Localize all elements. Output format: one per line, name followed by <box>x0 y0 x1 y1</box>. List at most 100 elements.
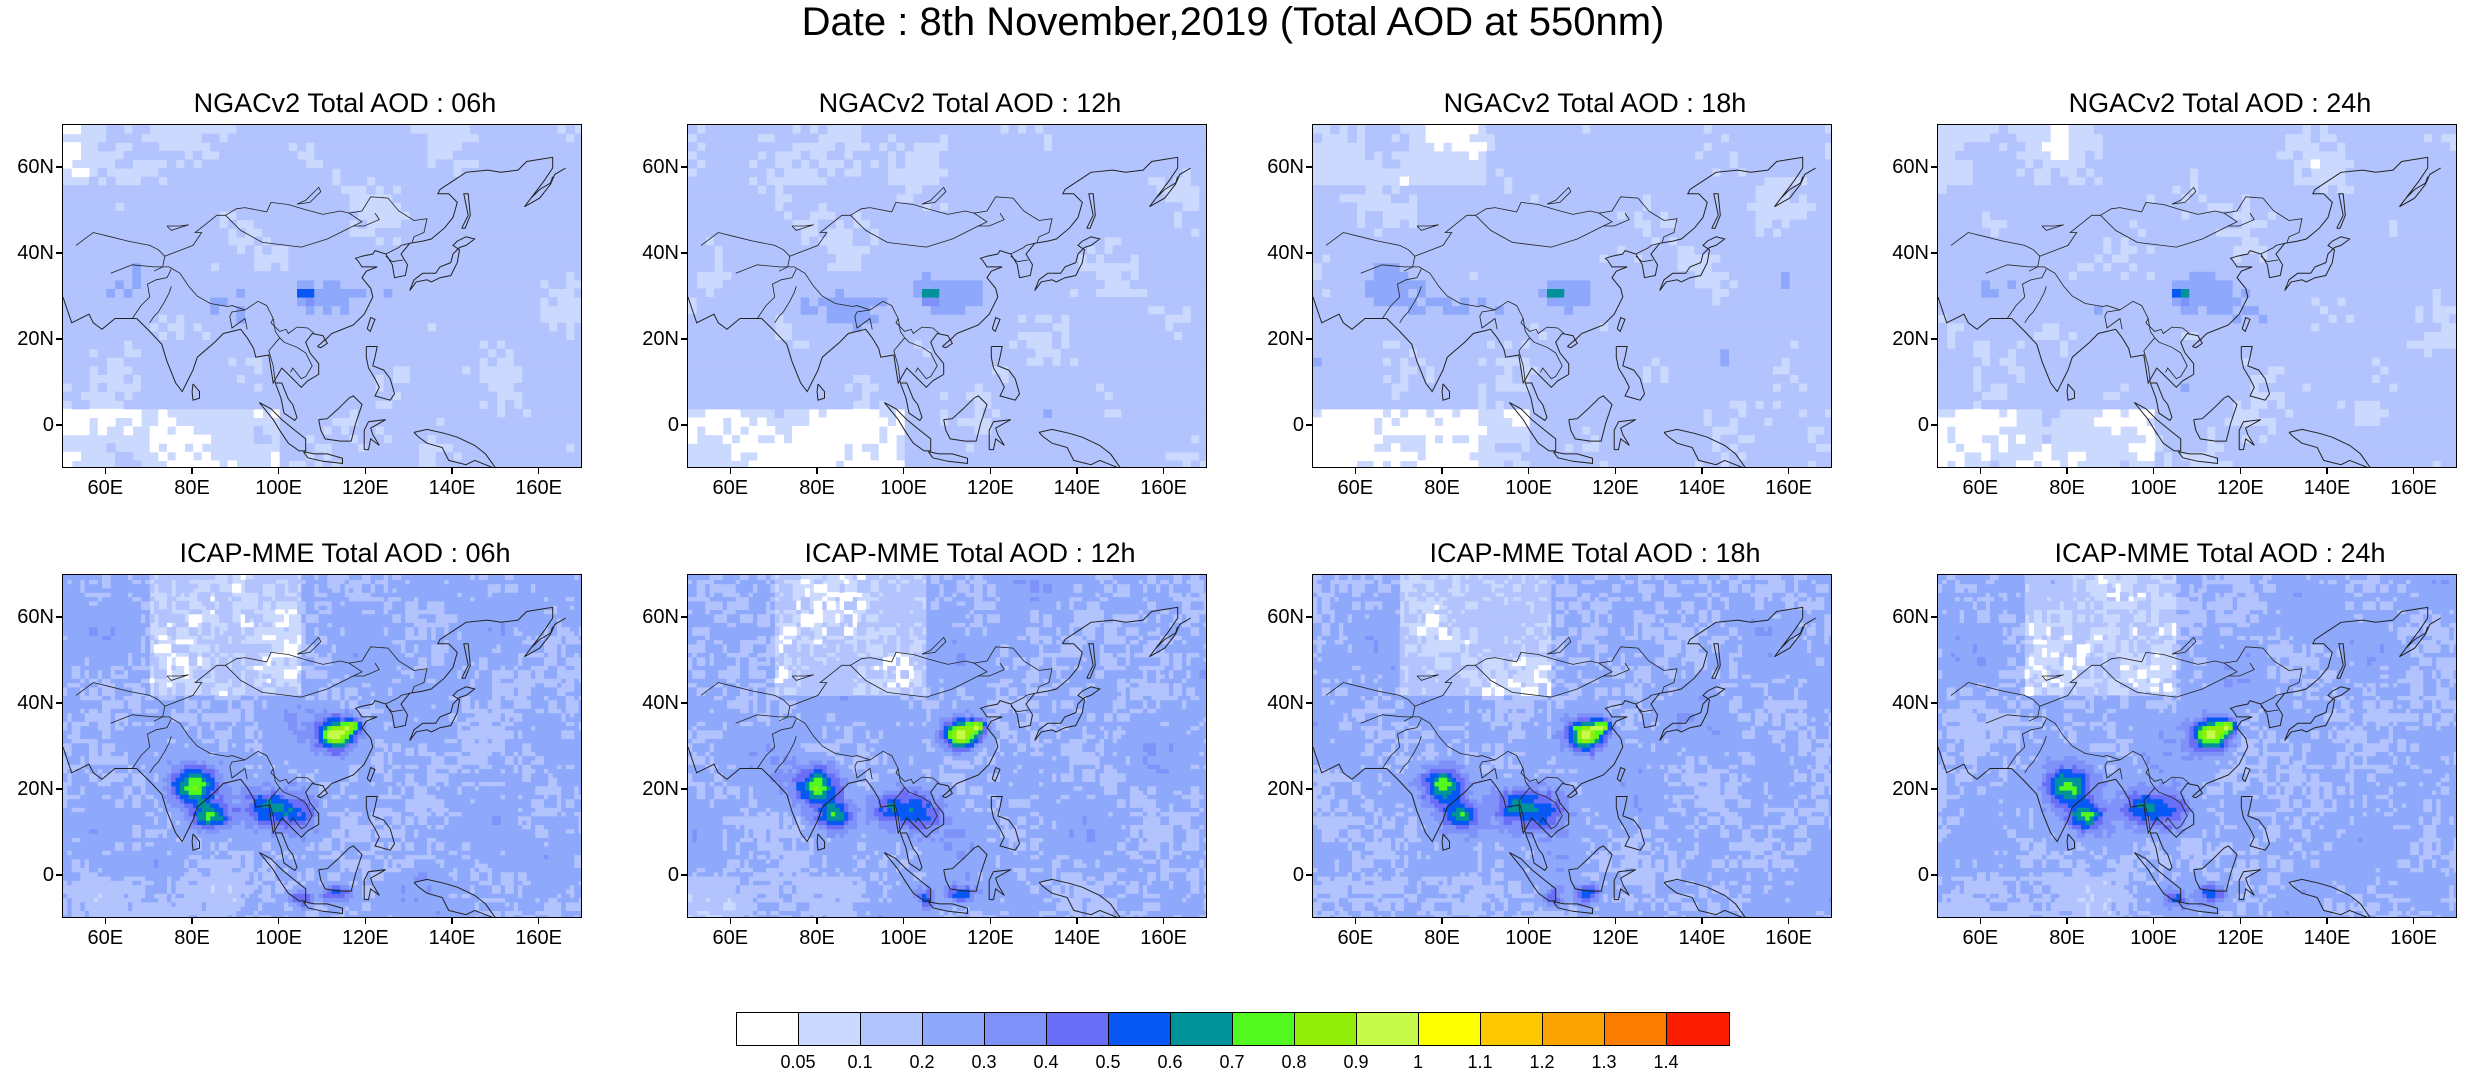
lat-tick-label: 20N <box>1875 779 1929 799</box>
lat-tick-mark <box>1306 424 1312 426</box>
lat-tick-mark <box>1306 616 1312 618</box>
lat-tick-label: 20N <box>625 329 679 349</box>
lat-tick-mark <box>1931 166 1937 168</box>
lat-tick-label: 20N <box>1250 329 1304 349</box>
lon-tick-mark <box>903 468 905 474</box>
lon-tick-mark <box>2066 918 2068 924</box>
panel-title: NGACv2 Total AOD : 18h <box>1250 86 1940 120</box>
colorbar-swatch <box>1047 1013 1109 1045</box>
lon-tick-mark <box>191 918 193 924</box>
colorbar-swatch <box>1295 1013 1357 1045</box>
colorbar <box>736 1012 1730 1046</box>
lon-tick-label: 100E <box>249 928 309 948</box>
lon-tick-label: 120E <box>335 928 395 948</box>
lon-tick-label: 140E <box>1047 928 1107 948</box>
lon-tick-label: 140E <box>2297 478 2357 498</box>
lat-tick-mark <box>56 166 62 168</box>
colorbar-swatch <box>737 1013 799 1045</box>
lat-tick-label: 60N <box>1250 607 1304 627</box>
aod-map <box>62 124 582 468</box>
lon-tick-label: 80E <box>162 928 222 948</box>
lon-tick-mark <box>2326 468 2328 474</box>
lat-tick-label: 60N <box>0 607 54 627</box>
lon-tick-mark <box>1615 468 1617 474</box>
lon-tick-label: 100E <box>1499 478 1559 498</box>
aod-map <box>1312 124 1832 468</box>
colorbar-label: 0.4 <box>1016 1052 1076 1072</box>
panel-title: ICAP-MME Total AOD : 24h <box>1875 536 2466 570</box>
lake-outline <box>792 225 814 231</box>
lon-tick-mark <box>1355 468 1357 474</box>
lon-tick-mark <box>1076 918 1078 924</box>
lat-tick-mark <box>56 338 62 340</box>
lon-tick-label: 60E <box>1950 478 2010 498</box>
lon-tick-label: 160E <box>509 478 569 498</box>
aod-cells <box>1313 125 1832 468</box>
colorbar-swatch <box>1109 1013 1171 1045</box>
lat-tick-mark <box>681 788 687 790</box>
aod-field-svg <box>1313 575 1832 918</box>
lon-tick-label: 100E <box>874 928 934 948</box>
lat-tick-mark <box>56 424 62 426</box>
lon-tick-mark <box>538 468 540 474</box>
colorbar-swatch <box>799 1013 861 1045</box>
colorbar-swatch <box>1419 1013 1481 1045</box>
lon-tick-label: 60E <box>75 928 135 948</box>
lon-tick-label: 80E <box>2037 478 2097 498</box>
lat-tick-label: 60N <box>1875 157 1929 177</box>
lon-tick-mark <box>1701 468 1703 474</box>
colorbar-swatch <box>1233 1013 1295 1045</box>
lon-tick-label: 160E <box>2384 928 2444 948</box>
colorbar-swatch <box>1171 1013 1233 1045</box>
aod-cells <box>1938 125 2457 468</box>
lon-tick-mark <box>2240 468 2242 474</box>
lon-tick-label: 100E <box>249 478 309 498</box>
lat-tick-label: 40N <box>625 243 679 263</box>
lon-tick-mark <box>1163 468 1165 474</box>
aod-field-svg <box>688 575 1207 918</box>
lon-tick-mark <box>538 918 540 924</box>
lat-tick-mark <box>1306 166 1312 168</box>
lat-tick-mark <box>681 616 687 618</box>
colorbar-label: 0.5 <box>1078 1052 1138 1072</box>
lat-tick-label: 0 <box>625 865 679 885</box>
lat-tick-mark <box>1306 702 1312 704</box>
lat-tick-mark <box>681 702 687 704</box>
aod-cells <box>688 125 1207 468</box>
lon-tick-mark <box>365 468 367 474</box>
aod-field-svg <box>63 125 582 468</box>
lon-tick-mark <box>2153 918 2155 924</box>
lon-tick-label: 100E <box>1499 928 1559 948</box>
lat-tick-label: 20N <box>0 329 54 349</box>
aod-map <box>62 574 582 918</box>
aod-field-svg <box>1938 125 2457 468</box>
panel-title: ICAP-MME Total AOD : 06h <box>0 536 690 570</box>
lon-tick-label: 100E <box>2124 478 2184 498</box>
lon-tick-label: 120E <box>960 928 1020 948</box>
colorbar-label: 0.9 <box>1326 1052 1386 1072</box>
lat-tick-mark <box>56 874 62 876</box>
lon-tick-mark <box>1076 468 1078 474</box>
lat-tick-label: 60N <box>0 157 54 177</box>
aod-cells <box>1313 575 1832 918</box>
lon-tick-label: 80E <box>2037 928 2097 948</box>
lat-tick-mark <box>56 252 62 254</box>
lon-tick-label: 160E <box>1134 928 1194 948</box>
lat-tick-mark <box>681 252 687 254</box>
aod-field-svg <box>63 575 582 918</box>
aod-field-svg <box>1938 575 2457 918</box>
colorbar-label: 1.1 <box>1450 1052 1510 1072</box>
lon-tick-mark <box>1355 918 1357 924</box>
lon-tick-label: 60E <box>75 478 135 498</box>
lon-tick-label: 120E <box>2210 928 2270 948</box>
lat-tick-label: 0 <box>1250 415 1304 435</box>
aod-cells <box>63 575 582 918</box>
lon-tick-label: 60E <box>1325 928 1385 948</box>
colorbar-label: 1.3 <box>1574 1052 1634 1072</box>
lat-tick-label: 40N <box>625 693 679 713</box>
lon-tick-label: 100E <box>2124 928 2184 948</box>
lat-tick-label: 60N <box>625 157 679 177</box>
panel-title: NGACv2 Total AOD : 24h <box>1875 86 2466 120</box>
